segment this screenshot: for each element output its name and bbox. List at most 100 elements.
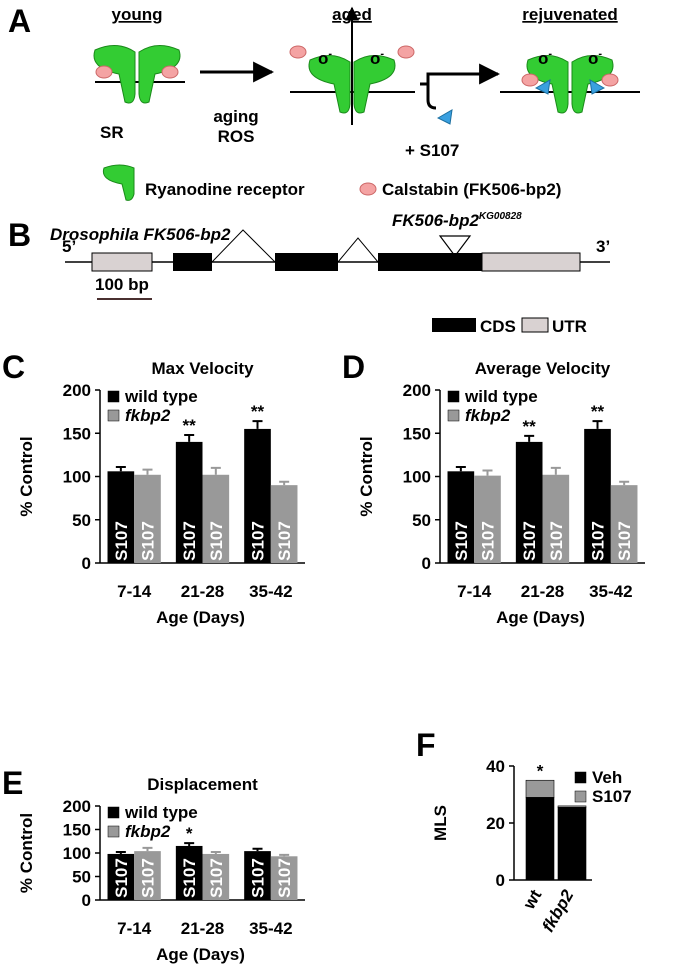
x-tick-label: 35-42 [249, 582, 292, 601]
panel-letter: B [8, 217, 31, 253]
bar [474, 475, 501, 563]
charge: - [328, 48, 332, 60]
bar-label: S107 [207, 858, 226, 898]
calstabin [289, 45, 307, 59]
error-bar [210, 466, 221, 475]
charge: - [598, 48, 602, 60]
bar-label: S107 [452, 521, 471, 561]
bar [175, 845, 203, 900]
ox: o [538, 49, 548, 68]
bar-label: S107 [520, 521, 539, 561]
calstabin [95, 65, 113, 79]
cds [378, 253, 482, 271]
y-tick-label: 50 [72, 868, 91, 887]
calstabin [601, 73, 619, 87]
insertion-allele: KG00828 [479, 211, 522, 222]
legend-label: wild type [464, 387, 538, 406]
legend-label: S107 [592, 787, 632, 806]
panel-letter: C [2, 349, 25, 385]
bar-label: S107 [180, 858, 199, 898]
panel-letter: D [342, 349, 365, 385]
bar [202, 474, 230, 563]
y-axis-label: % Control [17, 813, 36, 893]
chart-title: Displacement [147, 775, 258, 794]
legend-label: Calstabin (FK506-bp2) [382, 180, 561, 199]
legend-label: fkbp2 [125, 822, 171, 841]
x-axis-label: Age (Days) [156, 945, 245, 964]
legend-swatch [107, 825, 120, 838]
scale-label: 100 bp [95, 275, 149, 294]
legend-icon [432, 318, 476, 332]
y-tick-label: 100 [63, 468, 91, 487]
legend-label: Ryanodine receptor [145, 180, 305, 199]
y-tick-label: 200 [403, 381, 431, 400]
panel-letter: E [2, 765, 23, 801]
arrow-label: aging [213, 107, 258, 126]
utr [481, 252, 581, 272]
stage-label: rejuvenated [522, 5, 617, 24]
x-tick-label: 7-14 [117, 582, 152, 601]
stage-label: young [112, 5, 163, 24]
bar [244, 851, 271, 900]
legend-label: fkbp2 [465, 406, 511, 425]
intron [211, 229, 379, 263]
legend-swatch [574, 790, 587, 803]
bar [270, 856, 298, 900]
s107-icon [589, 79, 606, 95]
error-bar [279, 853, 290, 857]
bar [270, 485, 298, 563]
end-label: 5’ [62, 237, 76, 256]
x-tick-label: 21-28 [181, 919, 224, 938]
y-tick-label: 0 [82, 554, 91, 573]
legend-swatch [447, 390, 460, 403]
bar-label: S107 [112, 858, 131, 898]
x-tick-label: 7-14 [457, 582, 492, 601]
bar-label: S107 [249, 521, 268, 561]
bar-label: S107 [180, 521, 199, 561]
error-bar [142, 846, 153, 852]
ox: o [588, 49, 598, 68]
sr-label: SR [100, 123, 124, 142]
bar-label: S107 [478, 521, 497, 561]
calstabin [397, 45, 415, 59]
y-tick-label: 150 [403, 424, 431, 443]
y-tick-label: 0 [496, 871, 505, 890]
chart-title: Max Velocity [151, 359, 254, 378]
bar [610, 485, 638, 563]
y-tick-label: 50 [412, 511, 431, 530]
legend-label: wild type [124, 387, 198, 406]
legend-icon [359, 182, 377, 196]
ox: o [370, 49, 380, 68]
bar [107, 853, 135, 900]
significance: ** [591, 402, 605, 421]
inhibitor [426, 84, 437, 110]
x-tick-label: 35-42 [589, 582, 632, 601]
significance: ** [523, 417, 537, 436]
bar-label: S107 [138, 521, 157, 561]
s107-icon [436, 109, 453, 125]
significance: ** [183, 416, 197, 435]
charge: - [548, 48, 552, 60]
y-tick-label: 100 [63, 844, 91, 863]
error-bar [279, 480, 290, 486]
y-tick-label: 200 [63, 381, 91, 400]
legend-icon [102, 164, 135, 201]
y-tick-label: 0 [82, 891, 91, 910]
error-bar [619, 480, 630, 486]
bar [515, 441, 543, 563]
x-tick-label: 21-28 [181, 582, 224, 601]
bar-label: S107 [207, 521, 226, 561]
bar [447, 471, 475, 563]
utr [91, 252, 153, 272]
bar-segment [557, 807, 587, 881]
bar-label: S107 [112, 521, 131, 561]
error-bar [482, 469, 493, 476]
error-bar [252, 420, 263, 429]
x-tick-label: 35-42 [249, 919, 292, 938]
error-bar [252, 847, 263, 852]
bar-label: S107 [589, 521, 608, 561]
significance: * [537, 761, 544, 780]
calstabin [521, 73, 539, 87]
x-axis-label: Age (Days) [496, 608, 585, 627]
